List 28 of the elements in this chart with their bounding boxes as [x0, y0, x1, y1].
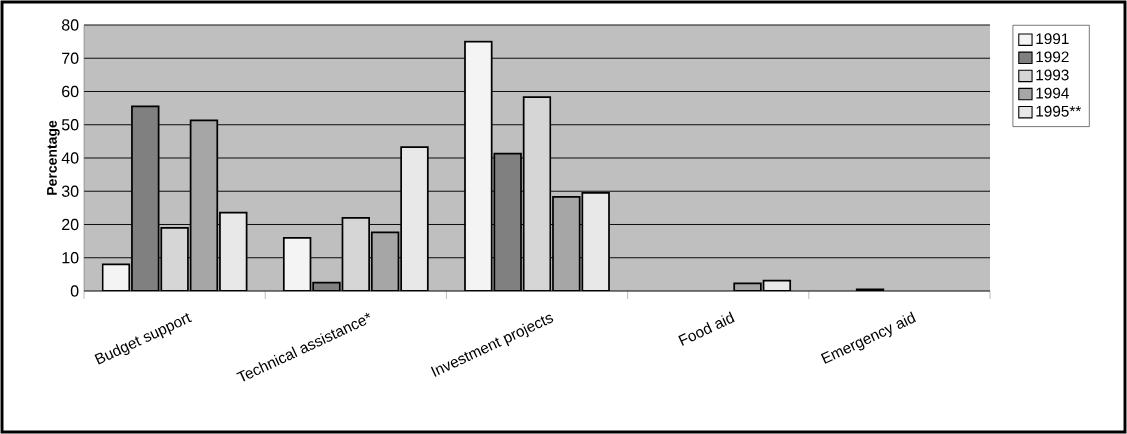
- y-tick-label: 30: [61, 185, 79, 197]
- legend-label: 1992: [1036, 51, 1069, 63]
- bar: [160, 226, 189, 291]
- y-tick-label: 10: [62, 252, 79, 264]
- bar: [493, 152, 522, 291]
- y-tick-label: 80: [61, 19, 79, 31]
- y-tick-label: 20: [62, 218, 79, 231]
- bar: [282, 236, 312, 291]
- bar: [131, 105, 160, 291]
- legend-label: 1994: [1036, 87, 1069, 99]
- bar: [581, 192, 610, 291]
- x-tick-label: Food aid: [678, 311, 735, 346]
- bar: [219, 211, 248, 291]
- y-tick-label: 60: [62, 85, 79, 98]
- bar: [341, 216, 371, 291]
- y-tick-label: 50: [61, 119, 79, 131]
- y-axis-title: Percentage: [47, 120, 60, 195]
- bar: [189, 119, 219, 291]
- y-tick-label: 40: [61, 152, 79, 164]
- bar: [400, 146, 429, 291]
- legend-label: 1991: [1036, 33, 1069, 45]
- y-tick-label: 0: [70, 285, 79, 297]
- bar: [552, 196, 581, 291]
- legend-label: 1995**: [1036, 105, 1082, 117]
- legend-label: 1993: [1036, 69, 1069, 81]
- bar: [464, 40, 493, 291]
- y-tick-label: 70: [62, 52, 79, 64]
- bar: [370, 231, 400, 291]
